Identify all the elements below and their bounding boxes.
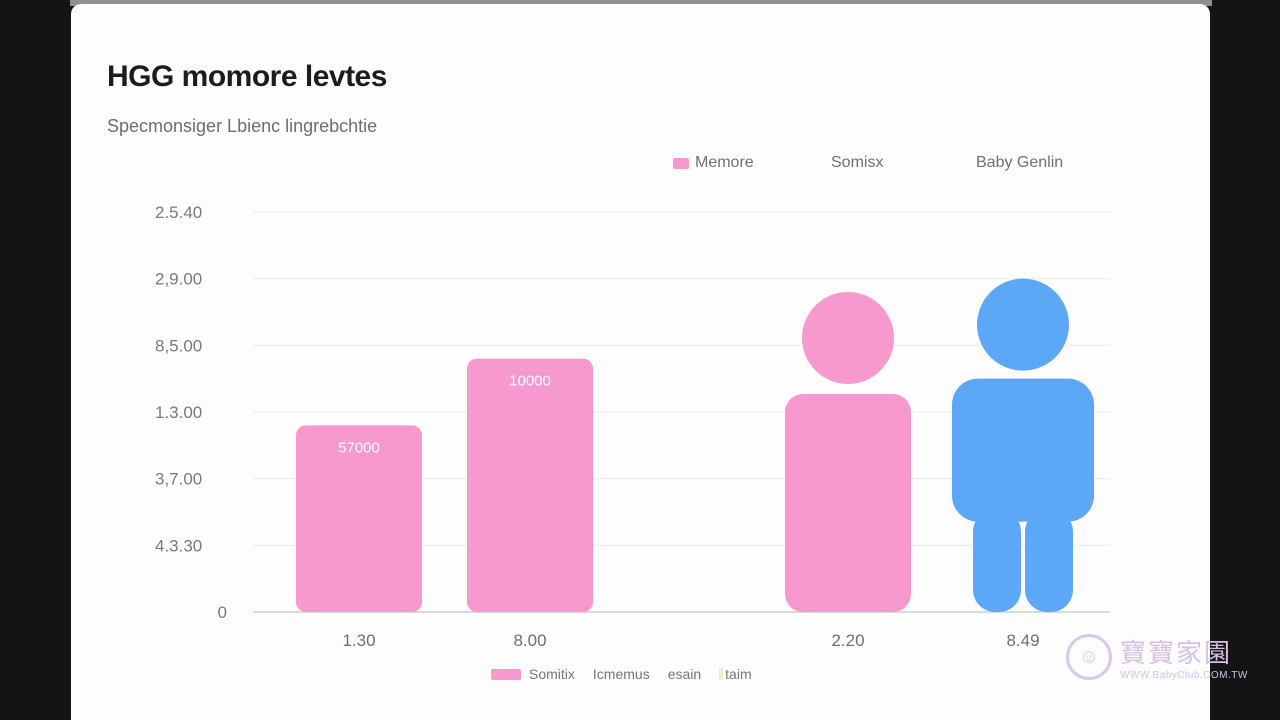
y-tick-label: 8,5.00 (155, 336, 202, 355)
legend-swatch-pink (673, 157, 689, 169)
baby-logo-icon: ☺ (1066, 634, 1112, 680)
y-tick-label: 4.3.30 (155, 536, 202, 555)
y-tick-label: 2,9.00 (155, 270, 202, 289)
legend-bottom: Somitix Icmemus esain taim (491, 666, 752, 682)
legend-bottom-label: esain (667, 666, 702, 682)
legend-label: Baby Genlin (976, 154, 1064, 171)
chart-title: HGG momore levtes (107, 60, 387, 93)
x-tick-label: 1.30 (342, 631, 375, 650)
male-figure-left-leg (973, 509, 1021, 612)
male-figure-head (977, 278, 1069, 371)
watermark: ☺ 寶寶家園 WWW.BabyClub.COM.TW (1066, 633, 1248, 681)
female-figure-head (802, 292, 894, 384)
x-tick-label: 8.49 (1006, 631, 1039, 650)
legend-bottom-label: taim (725, 666, 752, 682)
bar-value-label: 57000 (338, 439, 380, 456)
legend-top-item-1: Memore (673, 154, 754, 172)
y-tick-label: 3,7.00 (155, 470, 202, 489)
bar (296, 425, 422, 612)
legend-bottom-swatch-yellow (719, 668, 724, 680)
male-figure-right-leg (1025, 509, 1073, 612)
legend-bottom-label: Somitix (529, 666, 575, 682)
legend-top-item-2: Somisx (831, 154, 883, 172)
bar (467, 358, 593, 612)
legend-bottom-label: Icmemus (592, 666, 650, 682)
legend-label: Memore (695, 154, 754, 171)
y-tick-label: 0 (218, 603, 227, 622)
legend-label: Somisx (831, 154, 884, 171)
watermark-title: 寶寶家園 (1120, 639, 1233, 669)
chart-plot: 0 4.3.30 3,7.00 1.3.00 8,5.00 2,9.00 2.5.40 57… (155, 203, 1110, 650)
x-tick-label: 2.20 (831, 631, 864, 650)
watermark-text: 寶寶家園 WWW.BabyClub.COM.TW (1120, 633, 1248, 681)
watermark-url: WWW.BabyClub.COM.TW (1120, 670, 1248, 681)
legend-bottom-item-taim: taim (719, 666, 752, 682)
window-top-strip (70, 0, 1212, 6)
legend-bottom-swatch-pink (491, 668, 521, 680)
male-figure-torso (952, 378, 1094, 522)
y-tick-label: 1.3.00 (155, 403, 202, 422)
chart-subtitle: Specmonsiger Lbienc lingrebchtie (107, 116, 378, 136)
bar-value-label: 10000 (509, 373, 551, 390)
legend-top-item-3: Baby Genlin (976, 154, 1063, 172)
female-figure-body (785, 394, 911, 612)
x-tick-label: 8.00 (513, 631, 546, 650)
y-tick-label: 2.5.40 (155, 203, 202, 222)
